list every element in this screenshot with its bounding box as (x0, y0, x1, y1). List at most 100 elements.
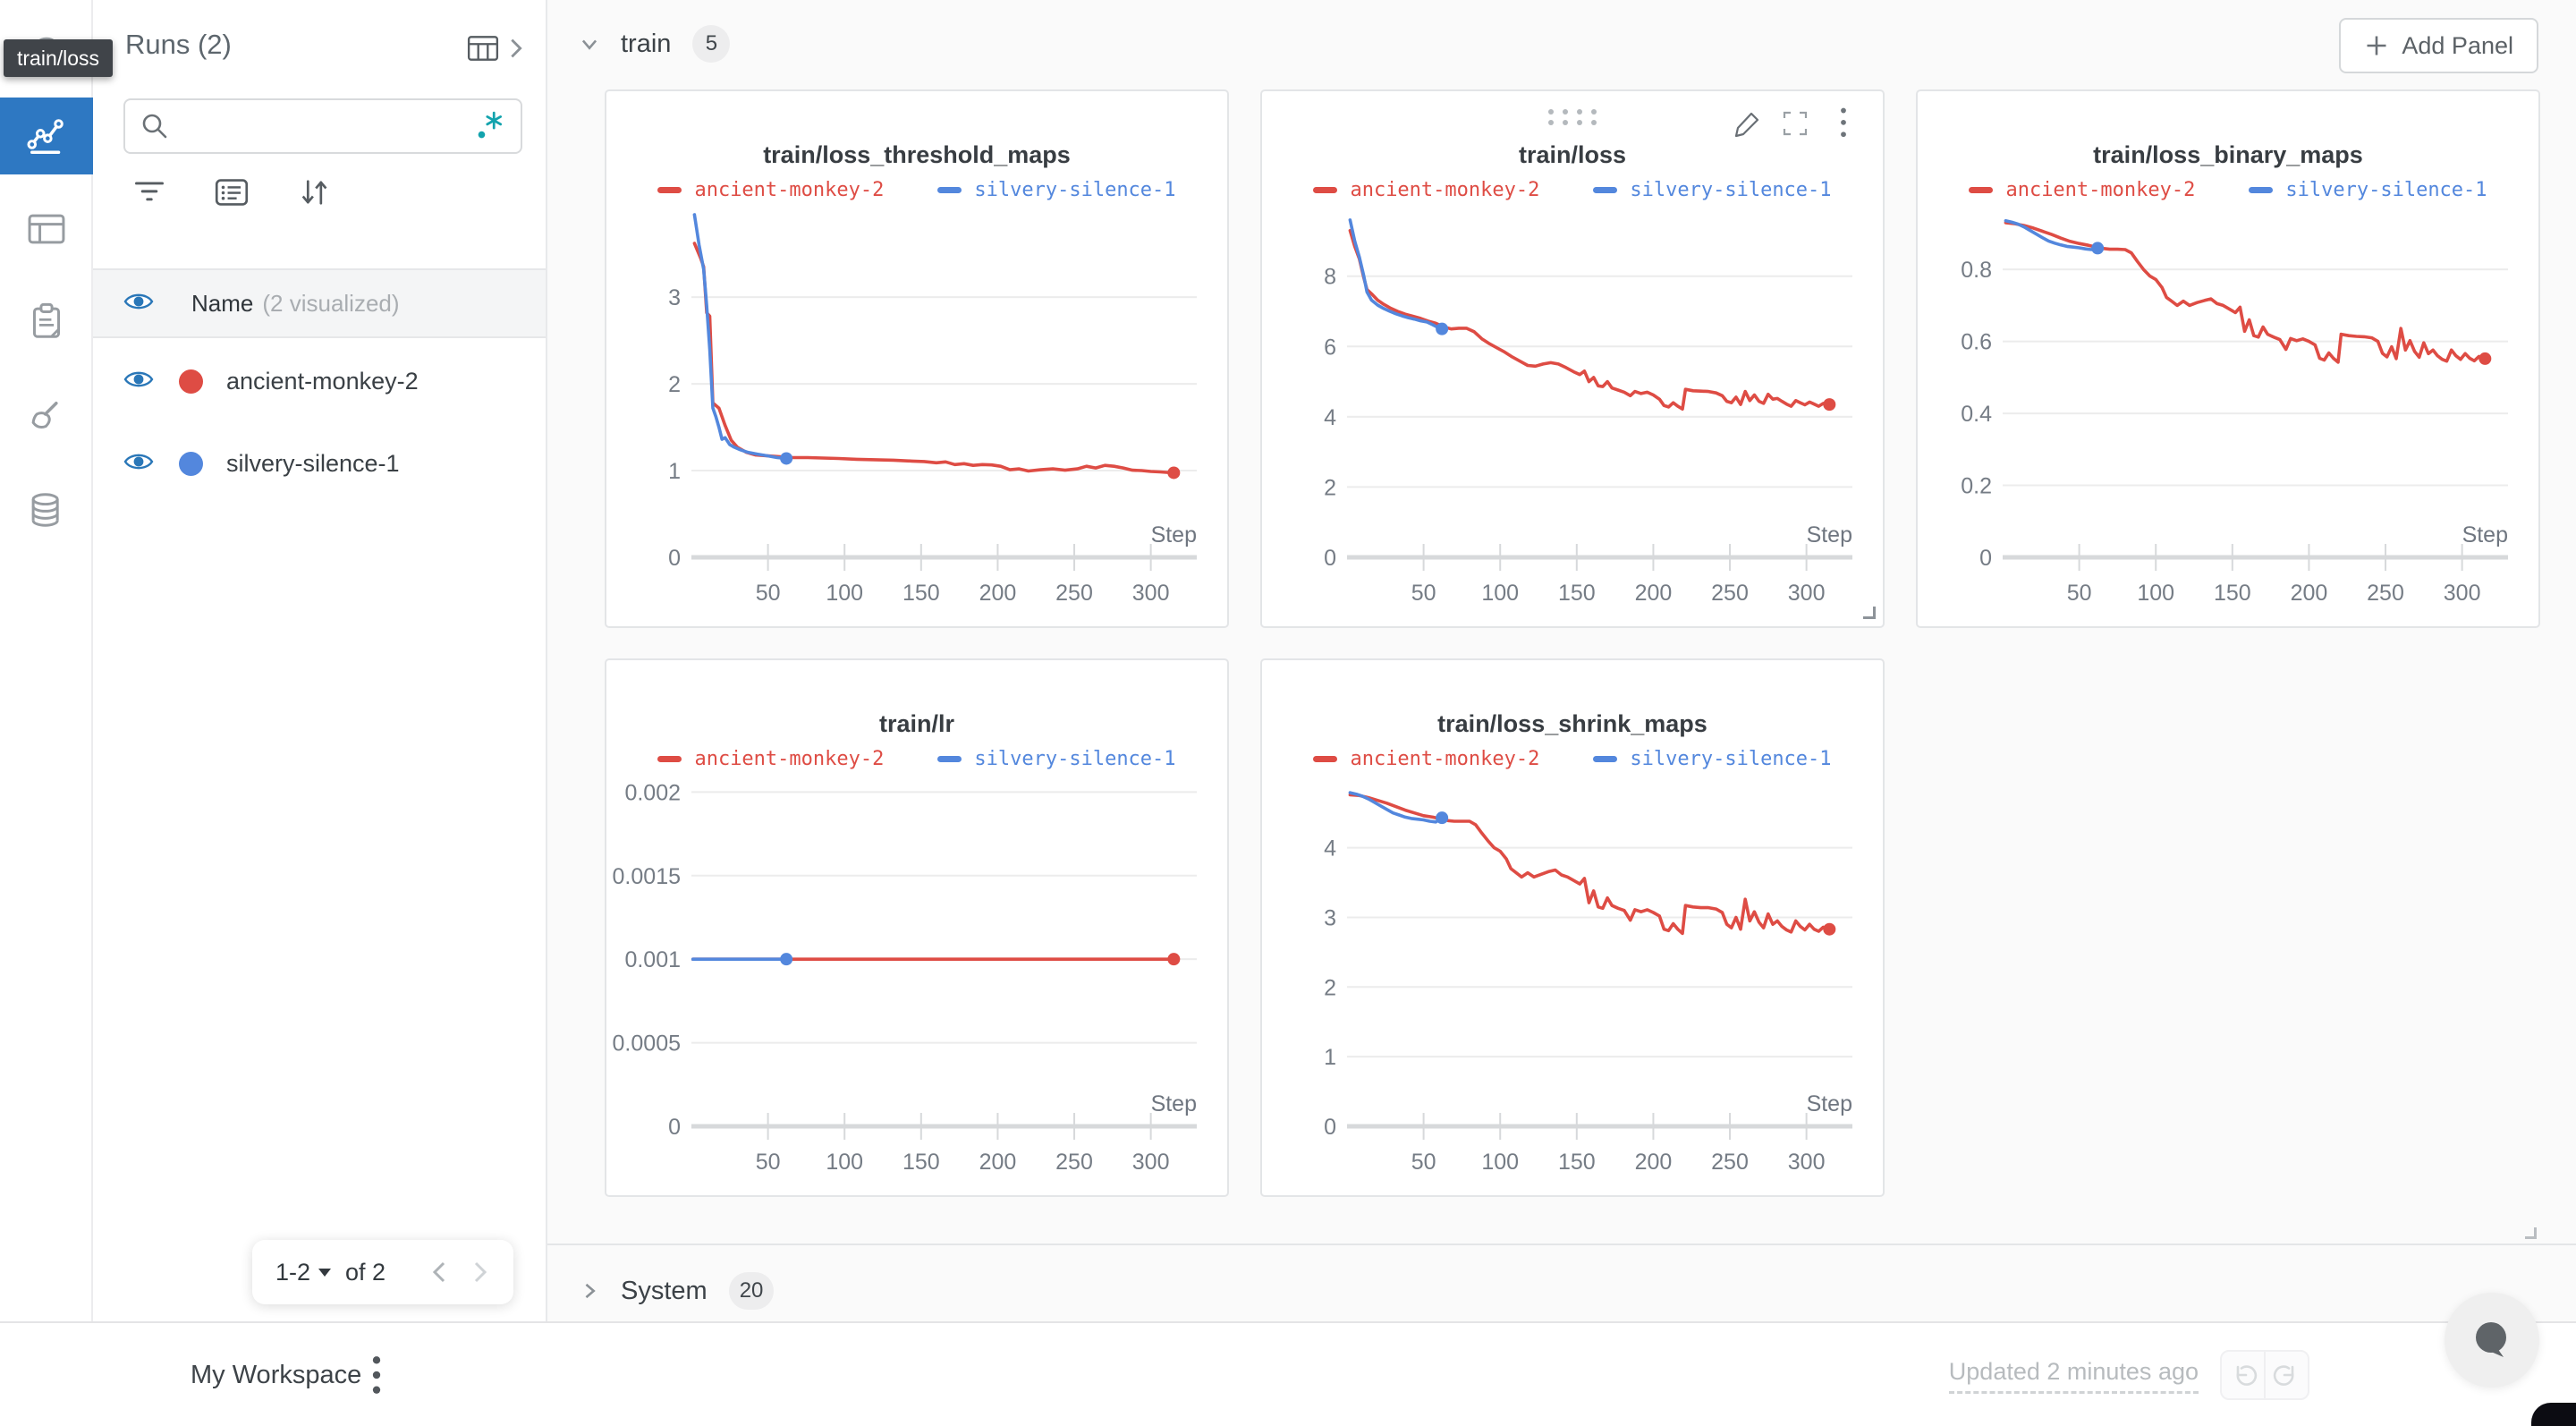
legend-label: silvery-silence-1 (1630, 179, 1832, 201)
legend-item[interactable]: ancient-monkey-2 (1313, 179, 1539, 201)
pagination: 1-2 of 2 (252, 1240, 513, 1304)
chat-bubble-icon (2476, 1322, 2506, 1357)
svg-text:0.4: 0.4 (1961, 402, 1992, 427)
regex-toggle-icon[interactable] (474, 110, 506, 142)
nav-artifacts[interactable] (0, 472, 93, 549)
undo-button[interactable] (2222, 1352, 2266, 1398)
add-panel-button[interactable]: Add Panel (2339, 18, 2538, 73)
svg-text:250: 250 (1055, 1150, 1093, 1175)
legend-swatch (2249, 187, 2274, 193)
chevron-right-icon (511, 38, 522, 58)
svg-text:3: 3 (668, 285, 681, 310)
nav-logs[interactable] (0, 284, 93, 361)
panel-plot: 0 1 2 3 50 100 150 200 250 300 Step (668, 213, 1197, 606)
run-row[interactable]: silvery-silence-1 (93, 422, 546, 505)
legend-item[interactable]: silvery-silence-1 (937, 179, 1176, 201)
section-resize-handle[interactable] (2525, 1227, 2537, 1239)
legend-item[interactable]: silvery-silence-1 (937, 748, 1176, 770)
legend-item[interactable]: ancient-monkey-2 (1313, 748, 1539, 770)
legend-item[interactable]: ancient-monkey-2 (657, 179, 884, 201)
filter-icon[interactable] (132, 175, 166, 209)
legend-item[interactable]: ancient-monkey-2 (657, 748, 884, 770)
run-visibility-icon[interactable] (123, 368, 154, 395)
runs-panel-title: Runs (2) (125, 29, 232, 60)
group-list-icon[interactable] (215, 175, 249, 209)
svg-text:250: 250 (1055, 581, 1093, 606)
legend-item[interactable]: ancient-monkey-2 (1969, 179, 2195, 201)
svg-text:2: 2 (1324, 975, 1336, 1000)
legend-item[interactable]: silvery-silence-1 (1593, 179, 1832, 201)
runs-toolbar (132, 175, 331, 209)
panel-card-train/loss[interactable]: train/loss ancient-monkey-2 silvery-silen… (1260, 89, 1885, 628)
svg-text:6: 6 (1324, 335, 1336, 360)
search-input[interactable] (181, 112, 463, 140)
svg-text:100: 100 (2137, 581, 2174, 606)
redo-button[interactable] (2266, 1352, 2308, 1398)
panel-plot: 0 0.0005 0.001 0.0015 0.002 50 100 150 200 250 300… (613, 780, 1197, 1175)
svg-text:100: 100 (826, 581, 863, 606)
run-name[interactable]: ancient-monkey-2 (226, 367, 419, 395)
svg-text:1: 1 (1324, 1045, 1336, 1070)
panel-card-train/loss_binary_maps[interactable]: train/loss_binary_maps ancient-monkey-2 s… (1916, 89, 2540, 628)
legend-swatch (1593, 187, 1618, 193)
panel-legend: ancient-monkey-2 silvery-silence-1 (606, 179, 1227, 201)
svg-text:200: 200 (979, 581, 1017, 606)
sort-icon[interactable] (297, 175, 331, 209)
legend-label: ancient-monkey-2 (1350, 748, 1540, 770)
last-updated[interactable]: Updated 2 minutes ago (1948, 1358, 2199, 1394)
legend-label: silvery-silence-1 (974, 748, 1176, 770)
nav-sweeps[interactable] (0, 379, 93, 456)
page-total: of 2 (345, 1258, 386, 1286)
section-title[interactable]: train (621, 29, 672, 58)
svg-text:50: 50 (2067, 581, 2092, 606)
caret-down-icon (318, 1268, 332, 1277)
run-visibility-icon[interactable] (123, 450, 154, 478)
undo-redo-group (2220, 1350, 2309, 1400)
svg-text:4: 4 (1324, 836, 1336, 862)
run-row[interactable]: ancient-monkey-2 (93, 340, 546, 422)
fullscreen-icon[interactable] (1781, 109, 1809, 142)
workspace-menu-icon[interactable] (370, 1353, 383, 1402)
expand-runs-table-button[interactable] (467, 32, 526, 64)
nav-charts-workspace[interactable] (0, 98, 93, 174)
svg-text:0.6: 0.6 (1961, 330, 1992, 355)
prev-page-icon[interactable] (429, 1259, 449, 1286)
legend-item[interactable]: silvery-silence-1 (1593, 748, 1832, 770)
drag-handle-icon[interactable] (1544, 107, 1601, 132)
section-title[interactable]: System (621, 1276, 708, 1305)
run-name[interactable]: silvery-silence-1 (226, 449, 400, 477)
chevron-right-icon[interactable] (578, 1279, 601, 1303)
panels-layout-icon (28, 214, 65, 244)
panel-card-train/lr[interactable]: train/lr ancient-monkey-2 silvery-silence… (605, 658, 1229, 1197)
panel-plot: 0 0.2 0.4 0.6 0.8 50 100 150 200 250 300 Step (1961, 219, 2508, 606)
workspace-title: My Workspace (191, 1361, 362, 1389)
panel-title: train/loss_shrink_maps (1437, 710, 1707, 737)
svg-text:1: 1 (668, 459, 681, 484)
run-search-box[interactable] (123, 98, 522, 154)
legend-item[interactable]: silvery-silence-1 (2249, 179, 2487, 201)
section-header-train[interactable]: train 5 (547, 13, 2576, 75)
svg-text:0.002: 0.002 (624, 780, 681, 805)
legend-label: silvery-silence-1 (974, 179, 1176, 201)
toggle-all-visibility-icon[interactable] (123, 290, 154, 318)
svg-text:0: 0 (1324, 546, 1336, 571)
chat-launcher[interactable] (2445, 1293, 2539, 1388)
chevron-down-icon[interactable] (578, 32, 601, 55)
panel-card-train/loss_shrink_maps[interactable]: train/loss_shrink_maps ancient-monkey-2 s… (1260, 658, 1885, 1197)
svg-text:250: 250 (1711, 1150, 1749, 1175)
edit-panel-icon[interactable] (1733, 109, 1762, 142)
panel-plot: 0 2 4 6 8 50 100 150 200 250 300 Step (1324, 218, 1852, 606)
section-header-system[interactable]: System 20 (547, 1261, 2576, 1320)
table-icon (467, 36, 499, 61)
runs-header-row: Name (2 visualized) (93, 268, 546, 338)
page-size-dropdown[interactable]: 1-2 (275, 1259, 332, 1286)
svg-text:150: 150 (902, 581, 940, 606)
panel-card-train/loss_threshold_maps[interactable]: train/loss_threshold_maps ancient-monkey… (605, 89, 1229, 628)
panel-resize-handle[interactable] (1863, 607, 1876, 619)
next-page-icon[interactable] (470, 1259, 490, 1286)
name-column-label: Name (191, 289, 254, 317)
svg-text:Step: Step (2462, 522, 2508, 547)
nav-runs-table[interactable] (0, 191, 93, 267)
svg-text:200: 200 (1635, 581, 1673, 606)
panel-menu-icon[interactable] (1838, 106, 1849, 146)
